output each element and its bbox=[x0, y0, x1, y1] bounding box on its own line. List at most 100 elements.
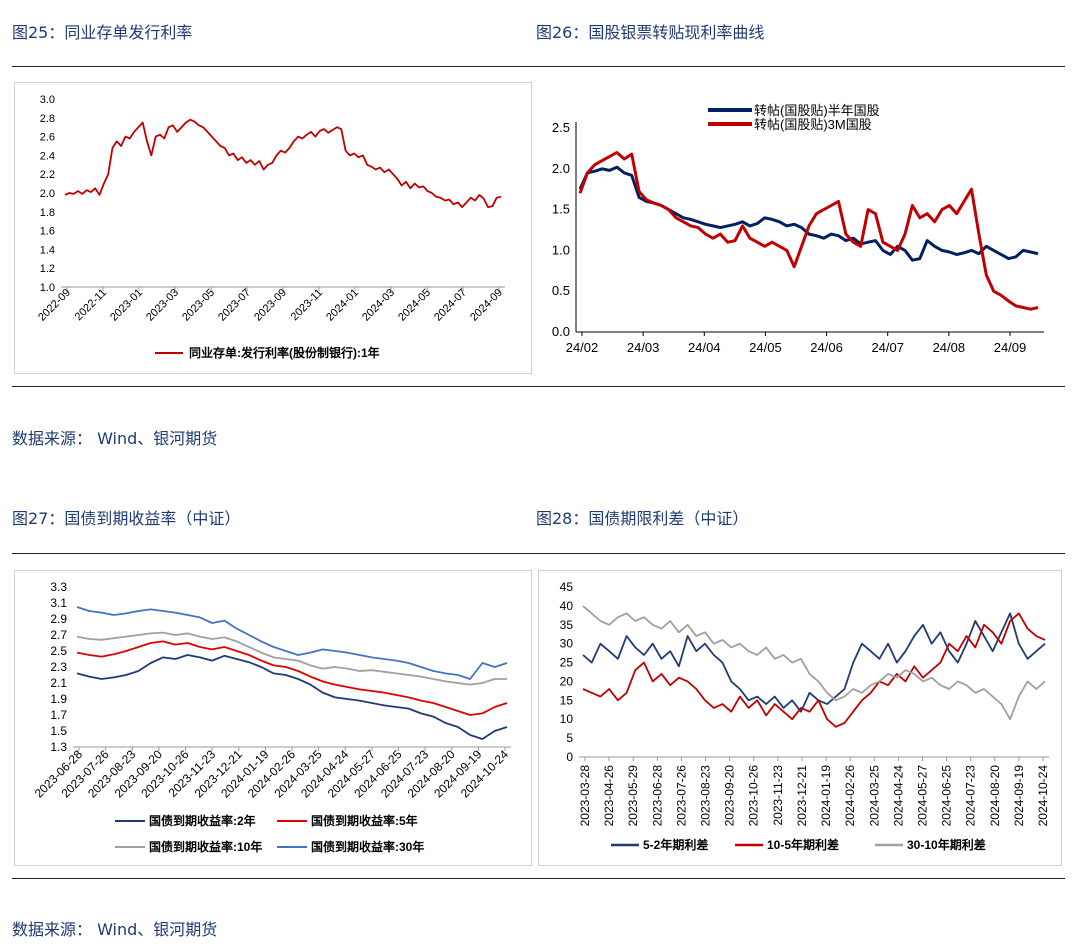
y-tick-label: 20 bbox=[560, 674, 574, 688]
legend-label: 转帖(国股贴)3M国股 bbox=[754, 117, 872, 132]
y-tick-label: 2.8 bbox=[40, 113, 55, 125]
x-tick-label: 2023-01 bbox=[108, 287, 145, 324]
chart-panel-fig27: 3.3 3.1 2.9 2.7 2.5 2.3 2.1 1.9 1.7 1.5 1.3 2023-06… bbox=[14, 570, 532, 866]
series-line-2 bbox=[76, 631, 507, 686]
x-tick-label: 2023-05-29 bbox=[626, 765, 640, 827]
y-tick-label: 10 bbox=[560, 712, 574, 726]
y-tick-label: 2.4 bbox=[40, 150, 55, 162]
y-tick-label: 1.5 bbox=[552, 202, 570, 217]
x-tick-label: 2024-01-19 bbox=[819, 765, 833, 827]
x-tick-label: 24/02 bbox=[566, 340, 599, 355]
divider-mid-1 bbox=[12, 553, 1065, 554]
x-tick-label: 2022-11 bbox=[73, 287, 109, 323]
series-line-0 bbox=[578, 165, 1039, 262]
y-tick-label: 40 bbox=[560, 599, 574, 613]
x-tick-label: 2024-10-24 bbox=[1036, 765, 1050, 827]
y-tick-label: 1.9 bbox=[50, 692, 67, 706]
caption-fig27: 图27：国债到期收益率（中证） bbox=[12, 509, 241, 528]
x-tick-label: 24/09 bbox=[994, 340, 1027, 355]
legend-label: 转帖(国股贴)半年国股 bbox=[754, 103, 880, 118]
chart-panel-fig26: 2.5 2.0 1.5 1.0 0.5 0.0 24/02 24/03 24/04 24/05 24… bbox=[536, 82, 1064, 372]
series-line-0 bbox=[582, 612, 1046, 713]
caption-fig25: 图25：同业存单发行利率 bbox=[12, 23, 193, 42]
x-tick-label: 2024-05-27 bbox=[915, 765, 929, 827]
y-tick-label: 35 bbox=[560, 618, 574, 632]
legend-label: 5-2年期利差 bbox=[643, 837, 708, 852]
y-tick-label: 2.5 bbox=[552, 120, 570, 135]
x-tick-label: 2024-09-19 bbox=[1012, 765, 1026, 827]
caption-fig28: 图28：国债期限利差（中证） bbox=[536, 509, 749, 528]
x-tick-label: 2023-04-26 bbox=[602, 765, 616, 827]
legend-label: 国债到期收益率:5年 bbox=[311, 813, 418, 828]
y-tick-label: 1.3 bbox=[50, 740, 67, 754]
y-tick-label: 45 bbox=[560, 580, 574, 594]
x-tick-label: 2023-10-26 bbox=[747, 765, 761, 827]
x-tick-label: 2024-08-20 bbox=[988, 765, 1002, 827]
x-tick-label: 2024-03-25 bbox=[867, 765, 881, 827]
y-tick-label: 2.9 bbox=[50, 612, 67, 626]
series-line-2 bbox=[582, 605, 1046, 721]
y-tick-label: 1.2 bbox=[40, 263, 55, 275]
series-line-0 bbox=[76, 654, 508, 740]
x-tick-label: 24/08 bbox=[933, 340, 966, 355]
y-tick-label: 5 bbox=[566, 731, 573, 745]
y-tick-label: 2.2 bbox=[40, 169, 55, 181]
y-tick-label: 25 bbox=[560, 656, 574, 670]
source-row1: 数据来源： Wind、银河期货 bbox=[12, 429, 218, 448]
x-tick-label: 2023-08-23 bbox=[699, 765, 713, 827]
y-tick-label: 2.1 bbox=[50, 676, 67, 690]
x-tick-label: 24/05 bbox=[749, 340, 782, 355]
chart-fig25: 3.02.82.62.42.22.01.81.61.41.21.02022-09… bbox=[36, 94, 505, 360]
y-tick-label: 2.5 bbox=[50, 644, 67, 658]
y-tick-label: 3.0 bbox=[40, 94, 55, 106]
y-tick-label: 1.0 bbox=[552, 242, 570, 257]
x-tick-label: 2024-09 bbox=[468, 287, 505, 324]
x-tick-label: 24/06 bbox=[810, 340, 843, 355]
legend-label: 国债到期收益率:10年 bbox=[149, 839, 262, 854]
y-tick-label: 3.1 bbox=[50, 596, 67, 610]
x-tick-label: 2024-01 bbox=[324, 287, 361, 324]
chart-fig28: 45 40 35 30 25 20 15 10 5 0 2023-03-28 2023-04-26 20… bbox=[560, 580, 1050, 852]
x-tick-label: 2023-07 bbox=[216, 287, 253, 324]
x-tick-label: 24/07 bbox=[871, 340, 904, 355]
x-tick-label: 2024-02-26 bbox=[843, 765, 857, 827]
y-tick-label: 2.7 bbox=[50, 628, 67, 642]
x-tick-label: 2023-03 bbox=[144, 287, 181, 324]
y-tick-label: 0 bbox=[566, 750, 573, 764]
x-tick-label: 2023-05 bbox=[180, 287, 217, 324]
y-tick-label: 2.0 bbox=[40, 188, 55, 200]
legend-label: 同业存单:发行利率(股份制银行):1年 bbox=[189, 345, 380, 360]
y-tick-label: 0.0 bbox=[552, 324, 570, 339]
divider-top-2 bbox=[12, 386, 1065, 387]
source-row2: 数据来源： Wind、银河期货 bbox=[12, 920, 218, 939]
x-tick-label: 2024-06-25 bbox=[940, 765, 954, 827]
chart-fig27: 3.33.12.92.72.52.32.11.91.71.51.32023-06… bbox=[32, 580, 512, 854]
y-tick-label: 2.6 bbox=[40, 132, 55, 144]
x-tick-label: 2024-07-23 bbox=[964, 765, 978, 827]
x-tick-label: 2023-09 bbox=[252, 287, 289, 324]
x-tick-label: 2024-03 bbox=[360, 287, 397, 324]
series-line-1 bbox=[76, 640, 508, 716]
x-tick-label: 2024-07 bbox=[432, 287, 469, 324]
y-tick-label: 1.0 bbox=[40, 282, 55, 294]
y-tick-label: 1.6 bbox=[40, 226, 55, 238]
x-tick-label: 2024-04-24 bbox=[891, 765, 905, 827]
y-tick-label: 0.5 bbox=[552, 283, 570, 298]
x-tick-label: 24/03 bbox=[627, 340, 660, 355]
divider-top-1 bbox=[12, 66, 1065, 67]
y-tick-label: 2.3 bbox=[50, 660, 67, 674]
series-line-1 bbox=[578, 151, 1039, 311]
x-tick-label: 24/04 bbox=[688, 340, 721, 355]
y-tick-label: 1.8 bbox=[40, 207, 55, 219]
chart-panel-fig28: 45 40 35 30 25 20 15 10 5 0 2023-03-28 2023-04-26 20… bbox=[538, 570, 1062, 866]
x-tick-label: 2023-07-26 bbox=[674, 765, 688, 827]
y-tick-label: 1.7 bbox=[50, 708, 67, 722]
y-tick-label: 15 bbox=[560, 693, 574, 707]
legend-label: 国债到期收益率:2年 bbox=[149, 813, 256, 828]
legend-label: 30-10年期利差 bbox=[907, 837, 986, 852]
y-tick-label: 1.4 bbox=[40, 244, 55, 256]
caption-fig26: 图26：国股银票转贴现利率曲线 bbox=[536, 23, 765, 42]
x-tick-label: 2023-11-23 bbox=[771, 765, 785, 826]
x-tick-label: 2023-06-28 bbox=[650, 765, 664, 827]
y-tick-label: 30 bbox=[560, 637, 574, 651]
